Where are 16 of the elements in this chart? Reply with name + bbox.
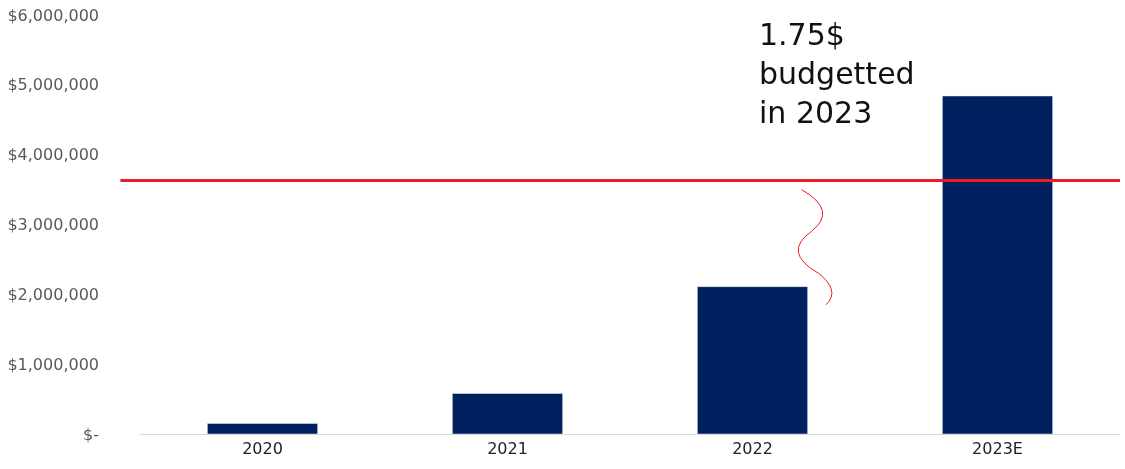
- annotation: 1.75$ budgetted in 2023: [759, 17, 915, 130]
- bar: [207, 423, 318, 434]
- x-tick-label: 2020: [242, 439, 283, 459]
- y-tick-label: $6,000,000: [7, 5, 99, 25]
- bar: [942, 95, 1053, 434]
- y-tick-label: $1,000,000: [7, 354, 99, 374]
- y-tick-label: $2,000,000: [7, 284, 99, 304]
- x-tick-label: 2023E: [972, 439, 1023, 459]
- x-tick-label: 2022: [732, 439, 773, 459]
- y-tick-label: $3,000,000: [7, 215, 99, 235]
- y-tick-label: $4,000,000: [7, 145, 99, 165]
- x-tick-label: 2021: [487, 439, 528, 459]
- bar: [452, 393, 563, 434]
- y-tick-label: $-: [83, 424, 99, 444]
- y-tick-label: $5,000,000: [7, 75, 99, 95]
- bar: [697, 286, 808, 434]
